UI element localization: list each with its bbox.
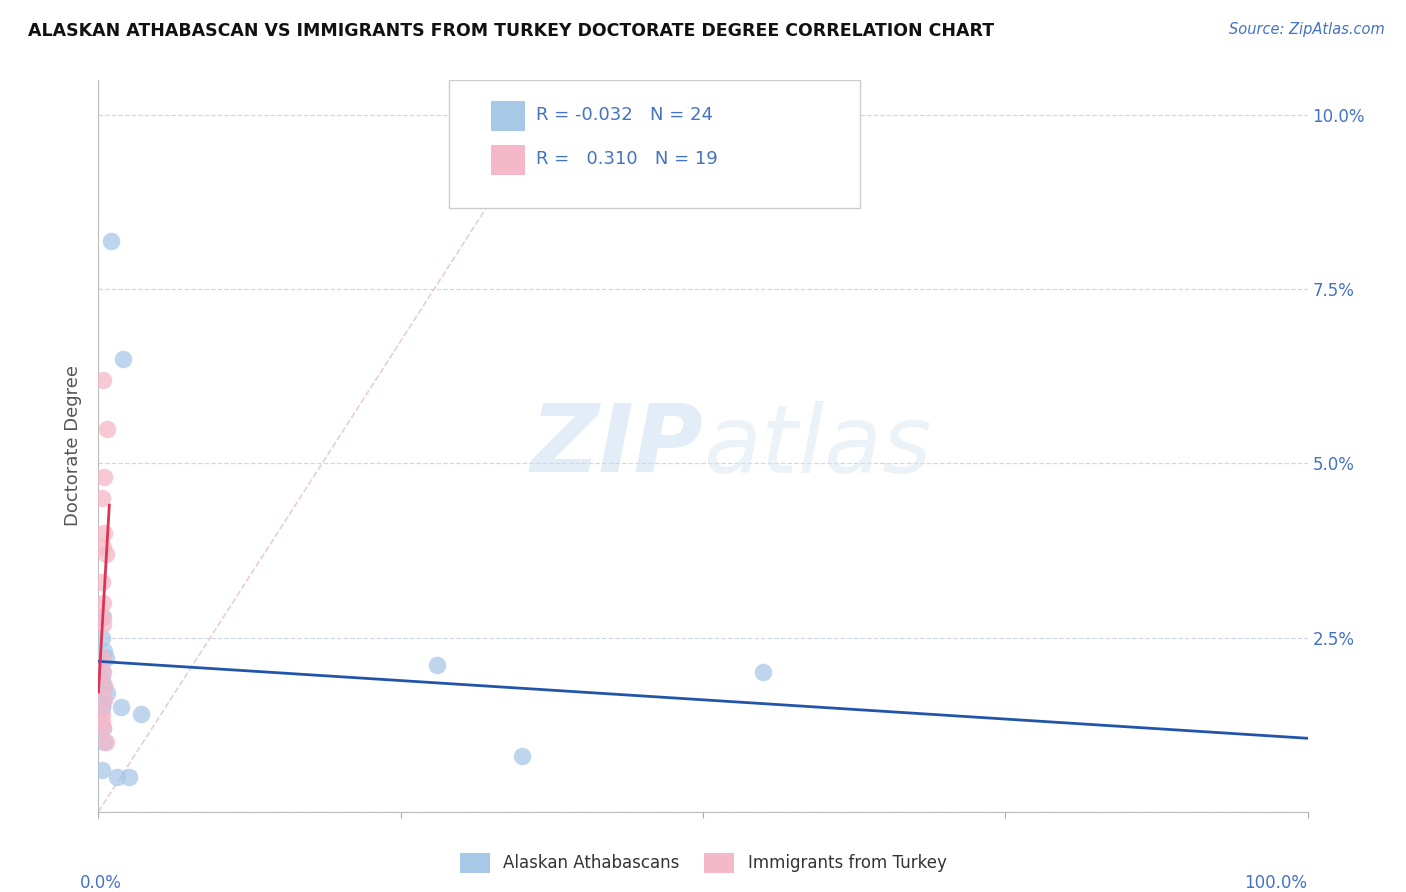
Point: [93, 735, 115, 749]
Point: [111, 351, 134, 366]
Point: [510, 749, 533, 764]
Point: [91, 596, 114, 610]
Point: [426, 658, 449, 673]
Point: [93, 644, 115, 658]
Point: [91, 609, 114, 624]
FancyBboxPatch shape: [492, 145, 526, 176]
Point: [91, 707, 114, 722]
Point: [91, 491, 114, 506]
Point: [91, 540, 114, 554]
Point: [91, 721, 114, 735]
Point: [110, 700, 132, 714]
Text: ALASKAN ATHABASCAN VS IMMIGRANTS FROM TURKEY DOCTORATE DEGREE CORRELATION CHART: ALASKAN ATHABASCAN VS IMMIGRANTS FROM TU…: [28, 22, 994, 40]
Y-axis label: Doctorate Degree: Doctorate Degree: [65, 366, 83, 526]
Point: [91, 700, 114, 714]
Text: Source: ZipAtlas.com: Source: ZipAtlas.com: [1229, 22, 1385, 37]
Point: [94, 735, 117, 749]
Point: [91, 693, 114, 707]
Point: [91, 665, 114, 680]
Point: [91, 721, 114, 735]
Point: [100, 234, 122, 248]
Point: [91, 616, 114, 631]
Point: [94, 547, 117, 561]
Point: [96, 686, 118, 700]
Legend: Alaskan Athabascans, Immigrants from Turkey: Alaskan Athabascans, Immigrants from Tur…: [453, 847, 953, 880]
Point: [91, 609, 114, 624]
Point: [91, 665, 114, 680]
Point: [93, 679, 115, 693]
Point: [93, 693, 115, 707]
Text: R =   0.310   N = 19: R = 0.310 N = 19: [536, 150, 718, 169]
Point: [91, 673, 114, 687]
Point: [93, 526, 115, 541]
Point: [118, 770, 141, 784]
Point: [91, 714, 114, 728]
Point: [752, 665, 775, 680]
Point: [93, 679, 115, 693]
Text: 100.0%: 100.0%: [1244, 874, 1308, 892]
Point: [91, 651, 114, 665]
Text: 0.0%: 0.0%: [80, 874, 122, 892]
Point: [96, 421, 118, 435]
Point: [105, 770, 128, 784]
Point: [91, 700, 114, 714]
Text: ZIP: ZIP: [530, 400, 703, 492]
Point: [94, 651, 117, 665]
Point: [129, 707, 152, 722]
Text: atlas: atlas: [703, 401, 931, 491]
Point: [93, 470, 115, 484]
Point: [91, 574, 114, 589]
FancyBboxPatch shape: [492, 101, 526, 131]
Point: [91, 631, 114, 645]
Point: [91, 373, 114, 387]
Point: [91, 651, 114, 665]
Text: R = -0.032   N = 24: R = -0.032 N = 24: [536, 106, 713, 124]
Point: [91, 763, 114, 777]
FancyBboxPatch shape: [449, 80, 860, 209]
